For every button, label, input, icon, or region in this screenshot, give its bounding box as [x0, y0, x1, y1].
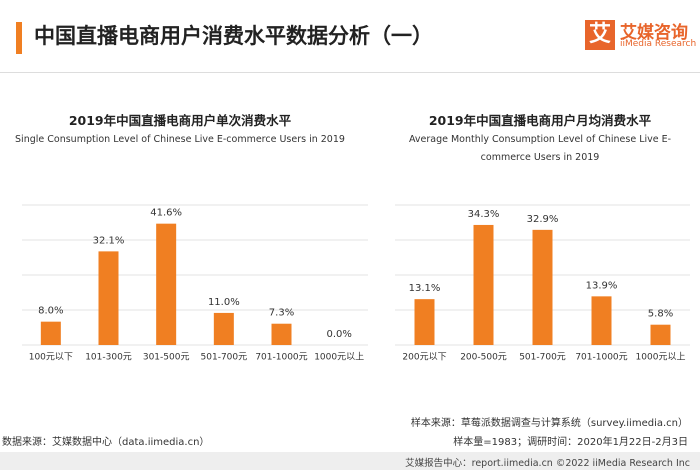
bar — [414, 299, 435, 345]
bar — [156, 223, 177, 345]
value-label: 13.9% — [586, 280, 618, 291]
header-rule — [0, 72, 700, 73]
bottom-bar — [0, 452, 700, 470]
page-title: 中国直播电商用户消费水平数据分析（一） — [34, 24, 433, 48]
x-tick-label: 501-700元 — [519, 353, 566, 363]
x-tick-label: 301-500元 — [143, 353, 190, 363]
bar — [532, 229, 553, 345]
value-label: 7.3% — [269, 308, 294, 319]
value-label: 32.9% — [527, 214, 559, 225]
x-tick-label: 701-1000元 — [575, 353, 627, 363]
bar — [98, 251, 119, 345]
title-accent — [16, 22, 22, 54]
sample-info: 样本量=1983；调研时间：2020年1月22日-2月3日 — [453, 437, 688, 448]
bar — [213, 312, 234, 345]
bar — [271, 323, 292, 345]
x-tick-label: 1000元以上 — [636, 352, 686, 363]
chart-title: 2019年中国直播电商用户单次消费水平 — [68, 113, 292, 128]
chart-subtitle: Single Consumption Level of Chinese Live… — [15, 134, 345, 145]
value-label: 11.0% — [208, 297, 240, 308]
data-source: 数据来源：艾媒数据中心（data.iimedia.cn） — [2, 437, 210, 448]
chart-title: 2019年中国直播电商用户月均消费水平 — [428, 113, 652, 128]
sample-source: 样本来源：草莓派数据调查与计算系统（survey.iimedia.cn） — [410, 418, 688, 429]
x-tick-label: 200-500元 — [460, 353, 507, 363]
value-label: 13.1% — [409, 283, 441, 294]
bar — [591, 296, 612, 345]
bar — [40, 321, 61, 345]
logo-en: iiMedia Research — [620, 39, 697, 49]
bar — [473, 224, 494, 345]
x-tick-label: 1000元以上 — [314, 352, 364, 363]
bottom-text: 艾媒报告中心：report.iimedia.cn ©2022 iiMedia R… — [405, 458, 690, 469]
value-label: 34.3% — [468, 209, 500, 220]
x-tick-label: 101-300元 — [85, 353, 132, 363]
value-label: 32.1% — [93, 235, 125, 246]
value-label: 41.6% — [150, 208, 182, 219]
value-label: 8.0% — [38, 306, 63, 317]
value-label: 0.0% — [326, 329, 351, 340]
x-tick-label: 501-700元 — [201, 353, 248, 363]
value-label: 5.8% — [648, 309, 673, 320]
chart-subtitle: Average Monthly Consumption Level of Chi… — [408, 134, 672, 163]
logo-mark: 艾 — [585, 20, 615, 50]
x-tick-label: 701-1000元 — [255, 353, 307, 363]
logo-name: 艾媒咨询 — [620, 23, 688, 43]
x-tick-label: 100元以下 — [29, 353, 73, 363]
bar — [650, 324, 671, 345]
x-tick-label: 200元以下 — [402, 353, 446, 363]
